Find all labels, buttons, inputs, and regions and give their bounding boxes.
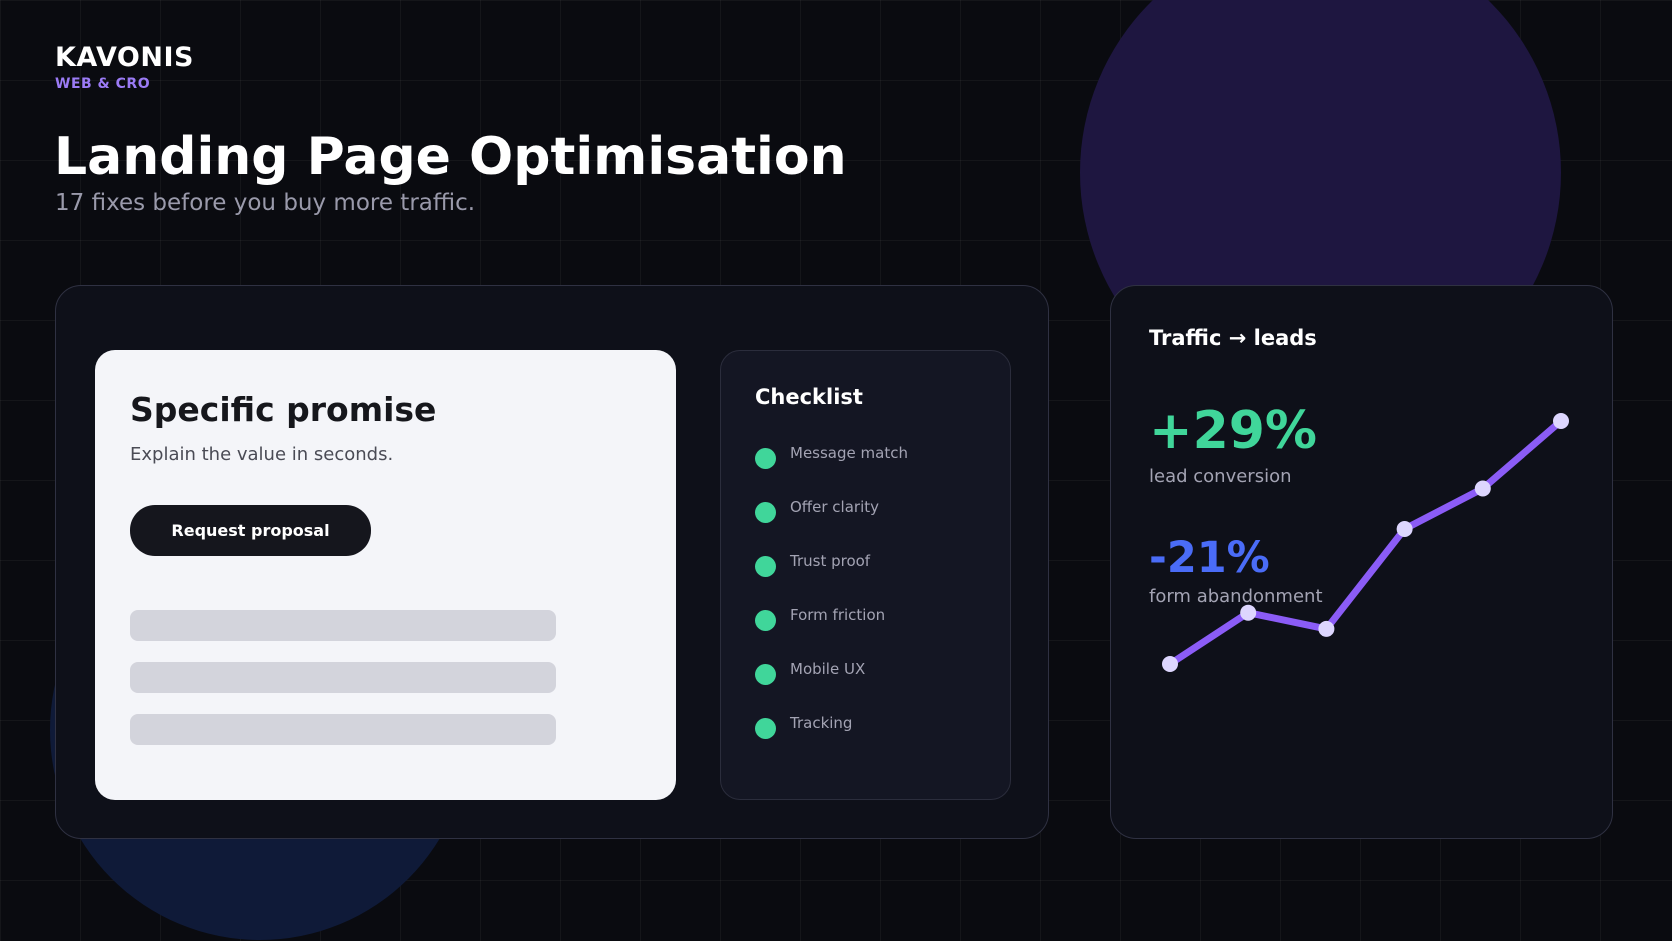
checklist-item-label: Form friction: [790, 606, 886, 624]
page-subtitle: 17 fixes before you buy more traffic.: [55, 190, 476, 216]
checklist-item-label: Tracking: [790, 714, 853, 732]
sparkline-point: [1318, 620, 1335, 637]
placeholder-bar: [130, 662, 556, 693]
sparkline-point: [1162, 656, 1178, 672]
form-abandonment-label: form abandonment: [1149, 586, 1323, 607]
brand-name: KAVONIS: [55, 42, 194, 73]
placeholder-bar: [130, 610, 556, 641]
checklist-item-label: Mobile UX: [790, 660, 866, 678]
sparkline-point: [1396, 521, 1413, 537]
lead-conversion-value: +29%: [1149, 401, 1318, 461]
landing-page-mockup: Specific promise Explain the value in se…: [95, 350, 676, 800]
sparkline-point: [1553, 413, 1569, 429]
lead-conversion-label: lead conversion: [1149, 466, 1292, 487]
page-title: Landing Page Optimisation: [54, 127, 847, 187]
green-dot-icon: [755, 610, 776, 631]
green-dot-icon: [755, 718, 776, 739]
mockup-text: Explain the value in seconds.: [130, 444, 394, 465]
sparkline-point: [1240, 604, 1257, 621]
mockup-heading: Specific promise: [130, 390, 437, 429]
traffic-leads-card: Traffic → leads +29% lead conversion -21…: [1110, 285, 1613, 839]
green-dot-icon: [755, 664, 776, 685]
sparkline-line: [1166, 417, 1565, 668]
checklist-item-label: Offer clarity: [790, 498, 880, 516]
form-abandonment-value: -21%: [1149, 533, 1270, 583]
request-proposal-button[interactable]: Request proposal: [130, 505, 371, 556]
green-dot-icon: [755, 502, 776, 523]
green-dot-icon: [755, 448, 776, 469]
checklist-item-label: Trust proof: [790, 552, 871, 570]
brand-tagline: WEB & CRO: [55, 76, 151, 92]
traffic-sparkline: [1162, 413, 1569, 672]
checklist-panel: Checklist Message match Offer clarity Tr…: [720, 350, 1011, 800]
green-dot-icon: [755, 556, 776, 577]
checklist-title: Checklist: [755, 385, 863, 409]
brand-logo: KAVONIS WEB & CRO: [55, 42, 194, 92]
placeholder-bar: [130, 714, 556, 745]
checklist-item-label: Message match: [790, 444, 908, 462]
traffic-card-title: Traffic → leads: [1149, 326, 1317, 350]
sparkline-point: [1474, 480, 1491, 497]
